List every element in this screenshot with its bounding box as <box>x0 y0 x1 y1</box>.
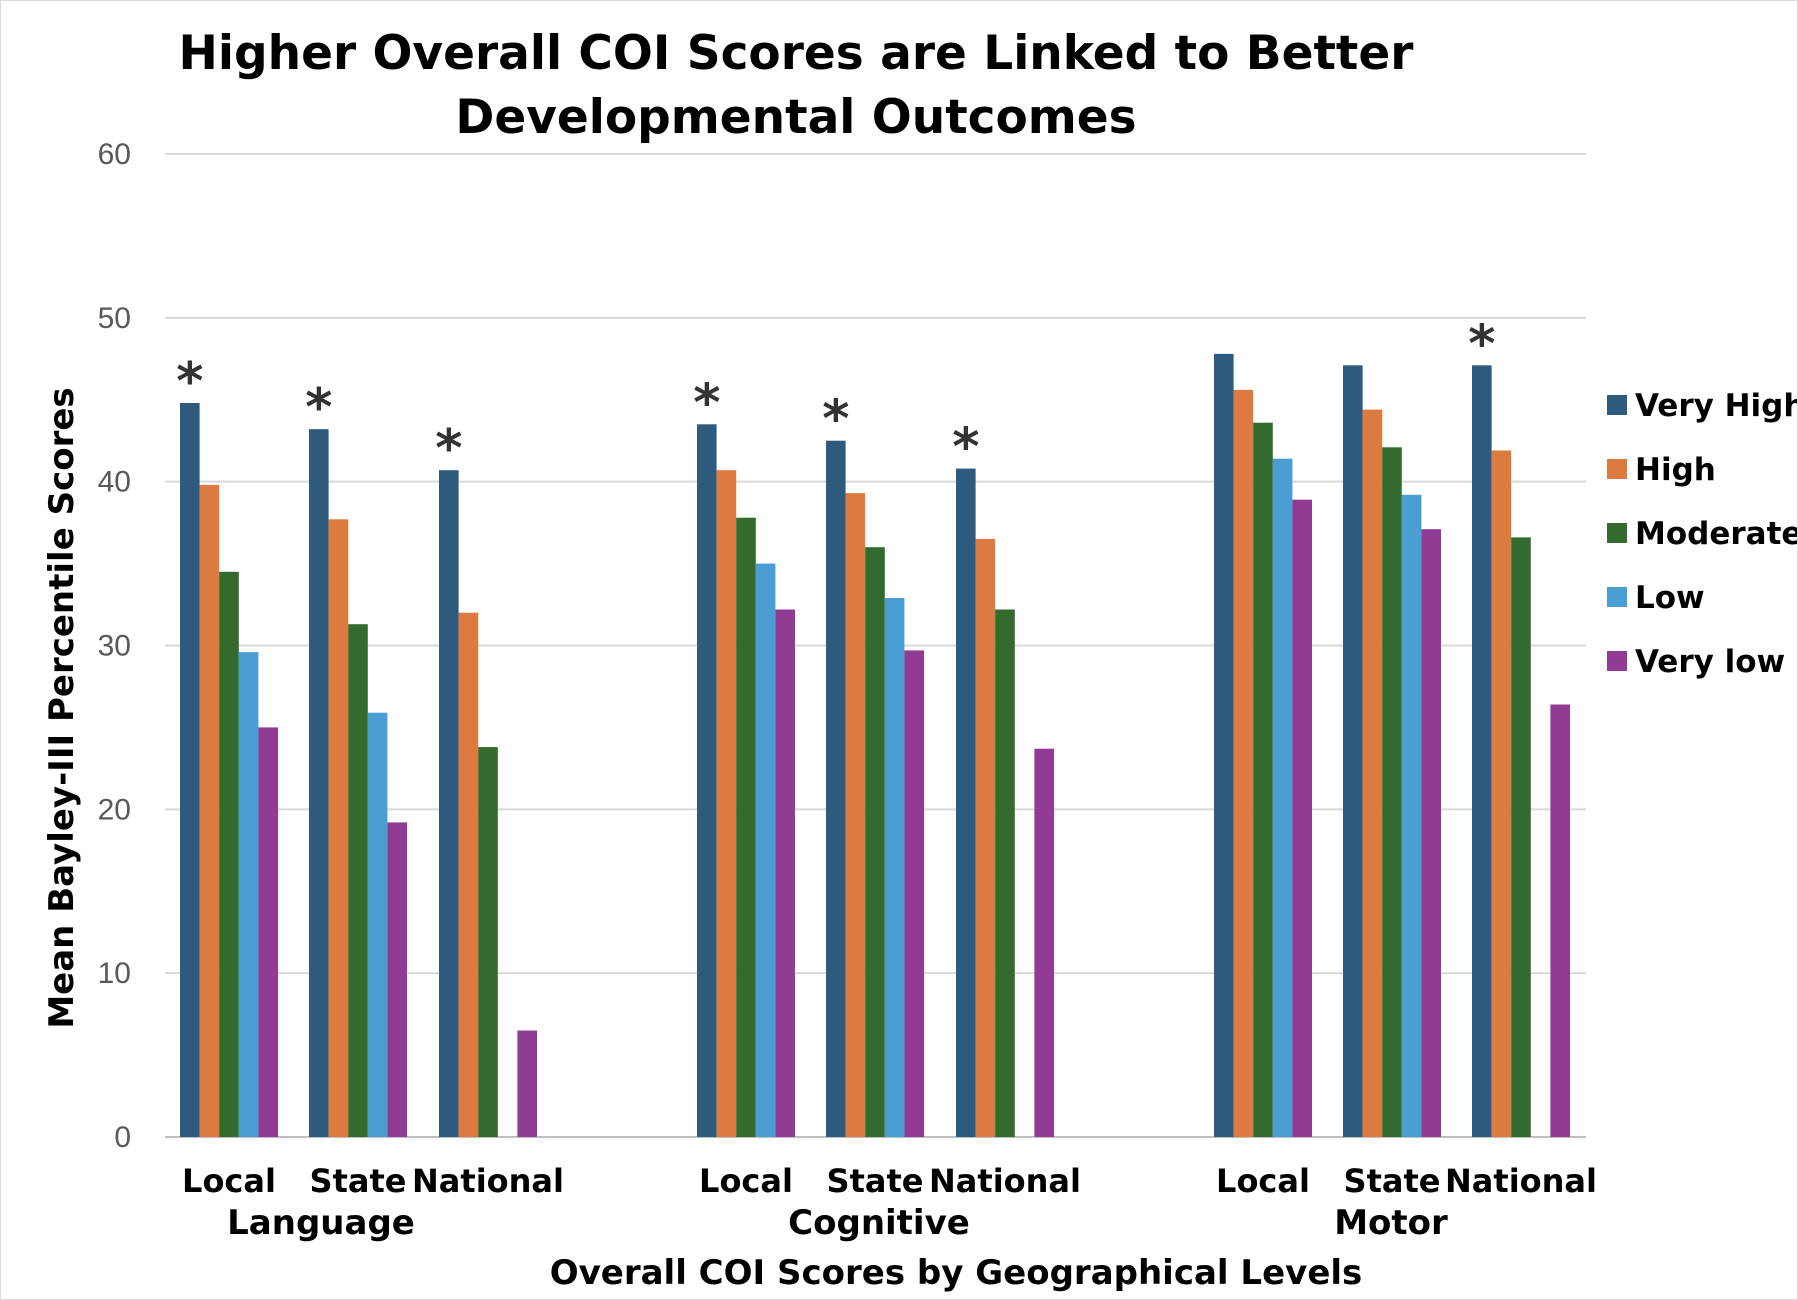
bar-low <box>238 652 259 1137</box>
legend-label: Low <box>1635 580 1705 616</box>
legend-swatch <box>1607 651 1627 671</box>
bars <box>180 353 1570 1138</box>
x-tick-label: State <box>1344 1162 1441 1200</box>
x-tick-label: National <box>929 1162 1081 1200</box>
significance-star: * <box>435 419 462 479</box>
y-tick-label: 50 <box>98 302 131 335</box>
bar-high <box>975 539 996 1137</box>
bar-high <box>458 612 479 1137</box>
x-tick-label: Local <box>699 1162 793 1200</box>
significance-star: * <box>305 378 332 438</box>
bar-very-high <box>1343 365 1363 1137</box>
x-tick-label: Local <box>1216 1162 1310 1200</box>
bar-moderate <box>219 571 239 1137</box>
bar-low <box>884 598 905 1137</box>
bar-very-low <box>517 1030 537 1137</box>
bar-high <box>328 519 349 1137</box>
y-axis-title: Mean Bayley-III Percentile Scores <box>42 387 82 1028</box>
bar-moderate <box>348 624 368 1137</box>
bar-very-high <box>1472 365 1492 1137</box>
chart-title-line1: Higher Overall COI Scores are Linked to … <box>179 26 1415 81</box>
bar-low <box>1401 494 1422 1137</box>
significance-star: * <box>1468 314 1495 374</box>
legend-swatch <box>1607 459 1627 479</box>
bar-high <box>199 484 220 1137</box>
chart-title-line2: Developmental Outcomes <box>455 90 1136 145</box>
x-tick-label: Local <box>182 1162 276 1200</box>
y-tick-label: 60 <box>98 138 131 171</box>
y-axis-ticks: 0 10 20 30 40 50 60 <box>98 138 131 1154</box>
significance-star: * <box>952 418 979 478</box>
bar-very-low <box>1034 748 1054 1137</box>
bar-moderate <box>478 747 498 1137</box>
y-tick-label: 40 <box>98 466 131 499</box>
bar-moderate <box>736 517 756 1137</box>
bar-moderate <box>865 547 885 1137</box>
y-tick-label: 30 <box>98 630 131 663</box>
bar-very-low <box>387 822 407 1137</box>
bar-low <box>755 563 776 1137</box>
x-group-label: Motor <box>1334 1203 1448 1243</box>
bar-moderate <box>1511 537 1531 1137</box>
y-tick-label: 20 <box>98 793 131 826</box>
bar-low <box>1272 458 1293 1137</box>
y-tick-label: 0 <box>114 1121 131 1154</box>
significance-star: * <box>693 373 720 433</box>
bar-very-high <box>1214 353 1234 1137</box>
significance-star: * <box>822 390 849 450</box>
bar-moderate <box>1382 447 1402 1137</box>
bar-very-high <box>439 470 459 1137</box>
x-group-label: Language <box>227 1203 415 1243</box>
bar-very-low <box>258 727 278 1137</box>
y-tick-label: 10 <box>98 957 131 990</box>
bar-high <box>845 493 866 1138</box>
bar-high <box>1362 409 1383 1138</box>
x-axis-group-labels: Language Cognitive Motor <box>227 1203 1448 1243</box>
x-axis-title: Overall COI Scores by Geographical Level… <box>550 1253 1363 1293</box>
bar-very-high <box>180 403 200 1137</box>
bar-very-high <box>826 440 846 1137</box>
bar-very-low <box>775 609 795 1137</box>
x-group-label: Cognitive <box>788 1203 970 1243</box>
bar-very-high <box>309 429 329 1137</box>
legend-swatch <box>1607 587 1627 607</box>
x-tick-label: State <box>827 1162 924 1200</box>
legend-swatch <box>1607 523 1627 543</box>
bar-high <box>716 470 737 1137</box>
legend-label: Very High <box>1635 388 1797 424</box>
significance-star: * <box>176 352 203 412</box>
bar-high <box>1491 450 1512 1137</box>
legend: Very High High Moderate Low Very low <box>1607 388 1797 680</box>
bar-low <box>367 712 388 1137</box>
bar-very-high <box>956 468 976 1138</box>
legend-label: High <box>1635 452 1716 488</box>
bar-moderate <box>995 609 1015 1137</box>
legend-label: Very low <box>1635 644 1785 680</box>
bar-very-high <box>697 424 717 1137</box>
bar-very-low <box>1421 529 1441 1137</box>
bar-moderate <box>1253 422 1273 1137</box>
bar-very-low <box>1550 704 1570 1137</box>
x-tick-label: State <box>310 1162 407 1200</box>
x-axis-category-labels: Local State National Local State National Loca… <box>182 1162 1597 1200</box>
x-tick-label: National <box>412 1162 564 1200</box>
bar-high <box>1233 389 1254 1137</box>
bar-very-low <box>904 650 924 1137</box>
bar-very-low <box>1292 499 1312 1137</box>
legend-swatch <box>1607 395 1627 415</box>
x-tick-label: National <box>1445 1162 1597 1200</box>
legend-label: Moderate <box>1635 516 1797 552</box>
significance-markers: * * * * * * * <box>176 314 1495 479</box>
